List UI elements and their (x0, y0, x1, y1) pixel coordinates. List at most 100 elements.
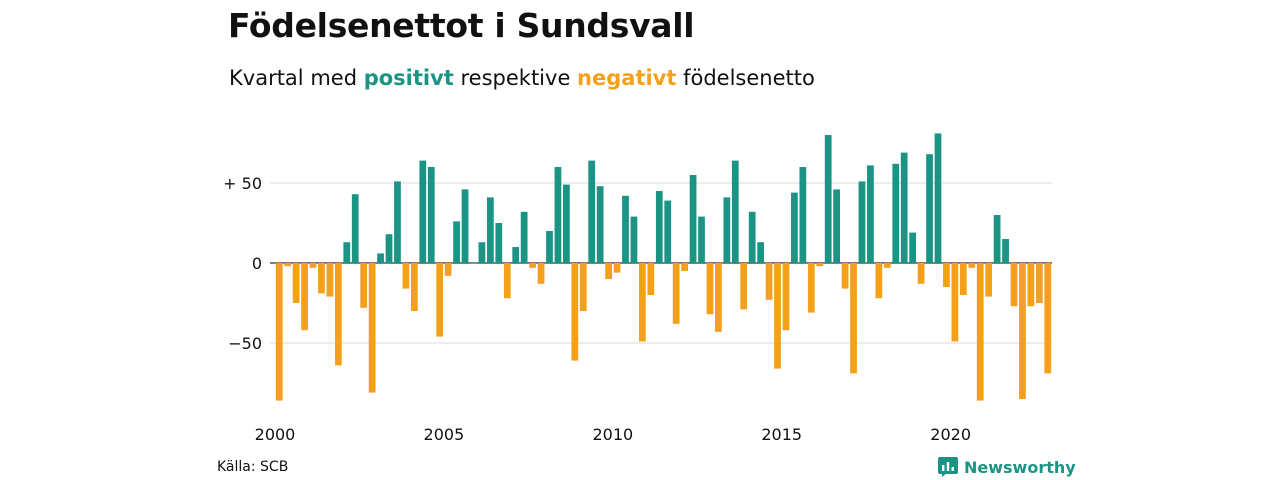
brand-logo[interactable]: Newsworthy (938, 455, 1076, 479)
bar-2011-q4[interactable] (672, 263, 680, 324)
bar-2018-q3[interactable] (900, 152, 908, 263)
bar-2016-q3[interactable] (833, 189, 841, 263)
bar-2012-q1[interactable] (681, 263, 688, 271)
bar-2022-q4[interactable] (1044, 263, 1052, 374)
bar-2008-q1[interactable] (546, 231, 553, 263)
bar-2004-q2[interactable] (419, 160, 427, 263)
subtitle-middle: respektive (453, 66, 578, 90)
bar-2009-q3[interactable] (596, 186, 604, 263)
bar-2016-q2[interactable] (824, 135, 832, 263)
bar-2000-q2[interactable] (284, 263, 292, 267)
bar-2006-q1[interactable] (478, 242, 486, 263)
bar-2020-q2[interactable] (959, 263, 967, 295)
bar-2011-q3[interactable] (664, 200, 672, 263)
bar-2007-q3[interactable] (529, 263, 536, 268)
bar-2004-q4[interactable] (436, 263, 444, 337)
bar-2021-q4[interactable] (1010, 263, 1018, 307)
bar-2007-q2[interactable] (520, 211, 528, 263)
bar-2008-q4[interactable] (571, 263, 579, 361)
bar-2008-q2[interactable] (554, 167, 562, 263)
bar-2010-q4[interactable] (639, 263, 646, 342)
bar-2012-q3[interactable] (698, 216, 705, 263)
bar-2021-q2[interactable] (993, 215, 1001, 263)
bar-2013-q3[interactable] (731, 160, 739, 263)
bar-2005-q4[interactable] (470, 263, 477, 264)
bar-2016-q4[interactable] (841, 263, 849, 289)
bar-2000-q4[interactable] (301, 263, 308, 331)
bar-2017-q3[interactable] (867, 165, 874, 263)
bar-2001-q3[interactable] (326, 263, 334, 297)
bar-2012-q4[interactable] (706, 263, 714, 315)
bar-2005-q2[interactable] (453, 221, 460, 263)
bar-2018-q4[interactable] (909, 232, 917, 263)
bar-2016-q1[interactable] (816, 263, 824, 267)
bar-2017-q4[interactable] (875, 263, 883, 299)
bar-2002-q3[interactable] (360, 263, 368, 308)
bar-2007-q1[interactable] (512, 247, 520, 263)
bar-2019-q1[interactable] (917, 263, 925, 284)
bar-2010-q3[interactable] (630, 216, 638, 263)
bar-2009-q4[interactable] (605, 263, 612, 279)
bar-2014-q4[interactable] (774, 263, 781, 369)
bar-2021-q3[interactable] (1002, 239, 1009, 263)
bar-2020-q3[interactable] (968, 263, 976, 268)
subtitle-suffix: födelsenetto (676, 66, 815, 90)
bar-2001-q1[interactable] (309, 263, 317, 268)
bar-2015-q3[interactable] (799, 167, 807, 263)
bar-2003-q4[interactable] (402, 263, 410, 289)
bar-2019-q3[interactable] (934, 133, 942, 263)
bar-2015-q1[interactable] (782, 263, 790, 331)
bar-2003-q2[interactable] (385, 234, 393, 263)
bar-2004-q3[interactable] (427, 167, 435, 263)
bar-2022-q2[interactable] (1027, 263, 1035, 307)
bar-2017-q2[interactable] (858, 181, 866, 263)
bar-2002-q2[interactable] (351, 194, 359, 263)
bar-2000-q1[interactable] (275, 263, 283, 401)
bar-2000-q3[interactable] (292, 263, 300, 303)
bar-2007-q4[interactable] (537, 263, 545, 284)
bar-2009-q1[interactable] (579, 263, 587, 311)
bar-2014-q1[interactable] (748, 211, 756, 263)
bar-2011-q1[interactable] (647, 263, 655, 295)
bar-2010-q1[interactable] (613, 263, 621, 273)
bar-2014-q2[interactable] (757, 242, 765, 263)
bar-2003-q1[interactable] (377, 253, 384, 263)
bar-2020-q4[interactable] (976, 263, 984, 401)
bar-2002-q1[interactable] (343, 242, 351, 263)
bar-2006-q4[interactable] (503, 263, 511, 299)
bar-2019-q2[interactable] (926, 154, 933, 263)
bar-2013-q2[interactable] (723, 197, 731, 263)
bar-2022-q1[interactable] (1019, 263, 1026, 399)
x-tick-label: 2000 (255, 425, 296, 444)
bar-2006-q2[interactable] (486, 197, 494, 263)
bar-2011-q2[interactable] (655, 191, 663, 263)
x-tick-label: 2005 (424, 425, 465, 444)
bar-2006-q3[interactable] (495, 223, 503, 263)
bar-2002-q4[interactable] (368, 263, 376, 393)
x-tick-label: 2010 (592, 425, 633, 444)
bar-2009-q2[interactable] (588, 160, 596, 263)
bar-2021-q1[interactable] (985, 263, 993, 297)
bar-2008-q3[interactable] (563, 184, 570, 263)
bar-2015-q4[interactable] (807, 263, 815, 313)
subtitle-negative-label: negativt (577, 66, 677, 90)
bar-2018-q2[interactable] (892, 163, 900, 263)
bar-2003-q3[interactable] (394, 181, 401, 263)
bar-2017-q1[interactable] (850, 263, 857, 374)
bar-2004-q1[interactable] (410, 263, 418, 311)
bar-2010-q2[interactable] (622, 195, 629, 263)
bar-2022-q3[interactable] (1035, 263, 1043, 303)
bars (275, 133, 1052, 401)
bar-2013-q1[interactable] (715, 263, 722, 332)
bar-2019-q4[interactable] (943, 263, 950, 287)
bar-2012-q2[interactable] (689, 175, 697, 263)
bar-2013-q4[interactable] (740, 263, 748, 310)
bar-2001-q4[interactable] (334, 263, 342, 366)
bar-2020-q1[interactable] (951, 263, 959, 342)
bar-2001-q2[interactable] (318, 263, 325, 294)
bar-2014-q3[interactable] (765, 263, 773, 300)
bar-2005-q1[interactable] (444, 263, 452, 276)
bar-2015-q2[interactable] (791, 192, 798, 263)
bar-2005-q3[interactable] (461, 189, 469, 263)
bar-2018-q1[interactable] (883, 263, 891, 268)
